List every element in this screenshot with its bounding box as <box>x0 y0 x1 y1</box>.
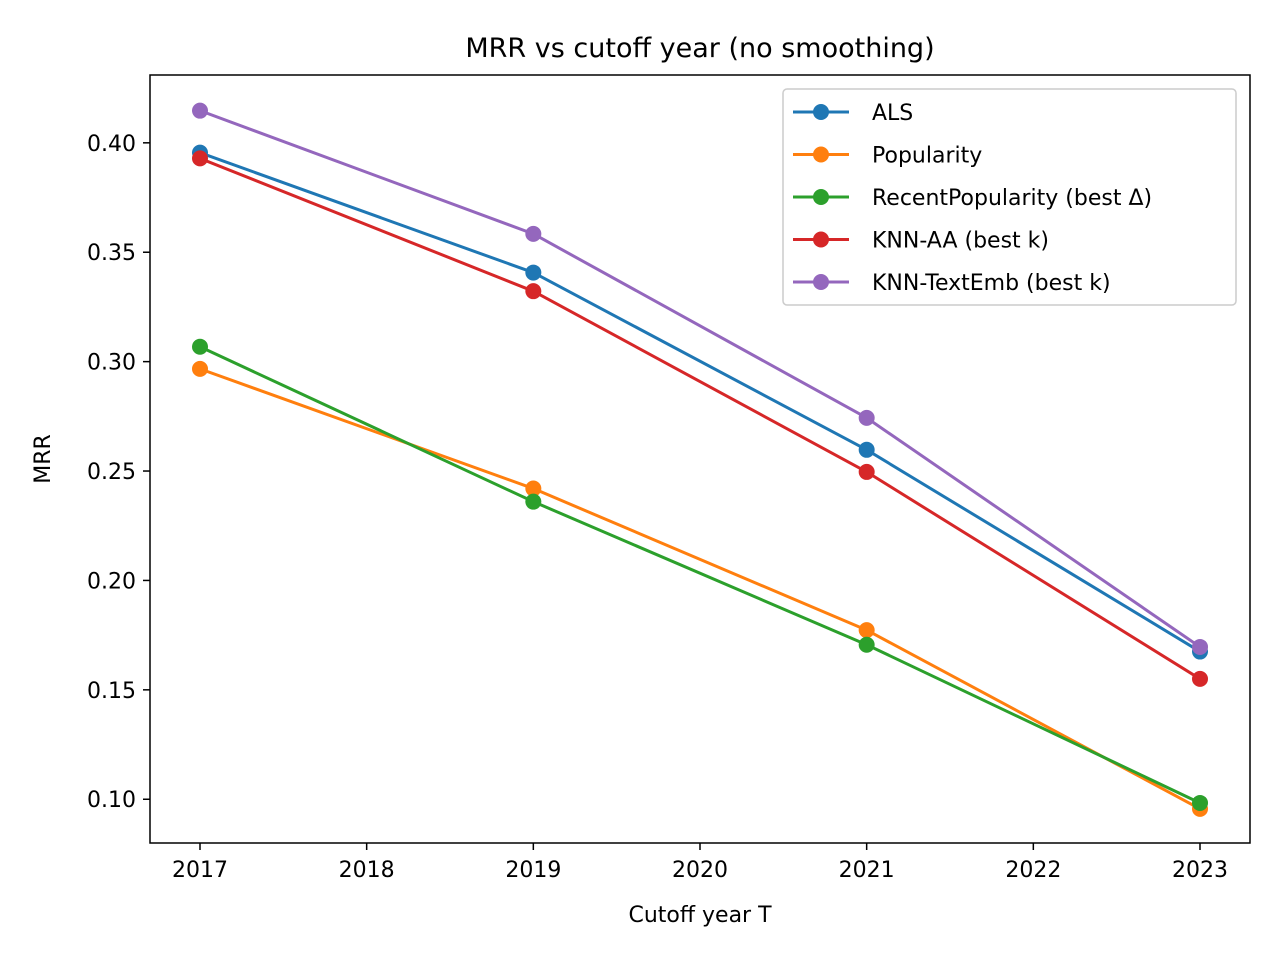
data-point-recentpopularity-best-2019 <box>525 493 542 510</box>
y-tick-label: 0.25 <box>87 460 136 485</box>
legend-marker <box>813 104 829 120</box>
y-tick-label: 0.40 <box>87 132 136 157</box>
series-line-knn-textemb-best-k <box>198 108 1203 650</box>
legend-marker <box>813 189 829 205</box>
legend-item-recentpopularity-best: RecentPopularity (best Δ) <box>793 186 1152 211</box>
y-tick-label: 0.35 <box>87 241 136 266</box>
legend-label: KNN-AA (best k) <box>872 229 1049 254</box>
legend-label: Popularity <box>872 144 982 169</box>
legend-marker <box>813 146 829 163</box>
data-point-popularity-2021 <box>858 622 875 639</box>
legend-label: RecentPopularity (best Δ) <box>872 186 1152 211</box>
data-point-als-2019 <box>525 264 542 281</box>
data-point-knn-textemb-best-k-2023 <box>1192 638 1208 655</box>
data-point-popularity-2019 <box>525 480 542 497</box>
legend-item-knn-aa-best-k: KNN-AA (best k) <box>793 229 1049 254</box>
x-tick-label: 2022 <box>1005 858 1061 883</box>
y-tick-label: 0.15 <box>87 679 136 704</box>
data-point-recentpopularity-best-2021 <box>858 636 875 653</box>
legend-label: KNN-TextEmb (best k) <box>872 271 1111 296</box>
series-line-knn-aa-best-k <box>198 156 1203 681</box>
y-axis-label: MRR <box>31 434 56 484</box>
legend-label: ALS <box>872 101 913 126</box>
y-tick-label: 0.10 <box>87 788 136 813</box>
data-point-knn-aa-best-k-2019 <box>525 283 542 300</box>
data-point-knn-aa-best-k-2017 <box>192 150 208 167</box>
legend-item-knn-textemb-best-k: KNN-TextEmb (best k) <box>793 271 1111 296</box>
x-tick-label: 2020 <box>672 858 728 883</box>
data-point-als-2021 <box>858 441 875 458</box>
legend-item-als: ALS <box>793 101 913 126</box>
data-point-popularity-2017 <box>192 360 208 377</box>
x-tick-label: 2019 <box>505 858 561 883</box>
series-line-popularity <box>198 366 1203 811</box>
x-tick-label: 2021 <box>839 858 895 883</box>
legend-item-popularity: Popularity <box>793 144 982 169</box>
data-point-knn-textemb-best-k-2019 <box>525 225 542 242</box>
data-point-recentpopularity-best-2023 <box>1192 794 1208 811</box>
series-knn-textemb-best-k <box>192 102 1208 655</box>
x-axis-label: Cutoff year T <box>628 903 772 928</box>
series-line-als <box>198 150 1203 654</box>
data-point-knn-aa-best-k-2023 <box>1192 670 1208 687</box>
ticks-layer: 2017 2018 2019 2020 2021 2022 2023 0.10 0.15 0.20… <box>87 132 1228 883</box>
series-line-recentpopularity-best <box>198 344 1202 805</box>
data-point-knn-textemb-best-k-2017 <box>192 102 208 119</box>
legend-box <box>782 88 1237 306</box>
legend-marker <box>813 231 829 248</box>
data-point-knn-aa-best-k-2021 <box>858 463 875 480</box>
data-point-recentpopularity-best-2017 <box>192 338 208 355</box>
series-layer <box>192 102 1208 817</box>
x-tick-label: 2018 <box>339 858 395 883</box>
y-tick-label: 0.30 <box>87 351 136 376</box>
y-tick-label: 0.20 <box>87 569 136 594</box>
series-knn-aa-best-k <box>192 150 1208 687</box>
x-tick-label: 2017 <box>172 858 228 883</box>
legend-marker <box>813 274 829 290</box>
chart-title: MRR vs cutoff year (no smoothing) <box>465 33 934 64</box>
x-tick-label: 2023 <box>1172 858 1228 883</box>
legend: ALS Popularity RecentPopularity (best Δ) KN… <box>782 88 1237 306</box>
data-point-knn-textemb-best-k-2021 <box>858 409 875 426</box>
series-recentpopularity-best <box>192 338 1208 811</box>
